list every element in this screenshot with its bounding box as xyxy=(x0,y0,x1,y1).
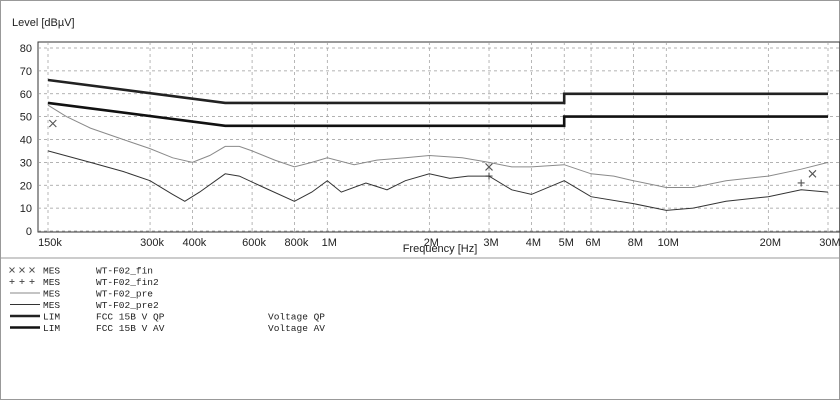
legend-symbol xyxy=(29,267,35,273)
legend-detector: MES xyxy=(43,266,60,277)
x-tick-label: 20M xyxy=(760,237,781,249)
x-tick-label: 3M xyxy=(483,237,498,249)
y-tick-label: 0 xyxy=(26,226,32,238)
y-tick-label: 40 xyxy=(20,135,32,147)
y-tick-label: 70 xyxy=(20,66,32,78)
legend-name: FCC 15B V QP xyxy=(96,312,165,323)
legend-detector: MES xyxy=(43,289,60,300)
legend-symbol xyxy=(9,279,15,284)
legend-name: WT-F02_fin2 xyxy=(96,277,159,288)
trace-line xyxy=(47,150,829,211)
x-tick-label: 4M xyxy=(526,237,541,249)
legend-description: Voltage QP xyxy=(268,312,325,323)
y-tick-label: 60 xyxy=(20,89,32,101)
y-axis-label: Level [dBµV] xyxy=(12,17,75,29)
legend-detector: LIM xyxy=(43,323,60,334)
y-tick-label: 20 xyxy=(20,180,32,192)
x-tick-label: 1M xyxy=(322,237,337,249)
legend-name: WT-F02_pre xyxy=(96,289,153,300)
legend-detector: MES xyxy=(43,277,60,288)
legend-name: FCC 15B V AV xyxy=(96,323,165,334)
x-tick-label: 6M xyxy=(585,237,600,249)
x-tick-label: 800k xyxy=(285,237,309,249)
legend-detector: MES xyxy=(43,300,60,311)
trace-line xyxy=(47,104,829,188)
x-tick-label: 600k xyxy=(242,237,266,249)
marker xyxy=(48,119,57,128)
plot-frame xyxy=(37,41,840,233)
x-tick-label: 8M xyxy=(628,237,643,249)
legend-symbol xyxy=(29,279,35,284)
x-tick-label: 150k xyxy=(38,237,62,249)
legend-detector: LIM xyxy=(43,312,60,323)
y-tick-label: 30 xyxy=(20,157,32,169)
x-tick-label: 5M xyxy=(559,237,574,249)
y-tick-label: 80 xyxy=(20,43,32,55)
legend-description: Voltage AV xyxy=(268,323,325,334)
legend-symbol xyxy=(9,267,15,273)
x-tick-label: 300k xyxy=(140,237,164,249)
legend-symbol xyxy=(19,267,25,273)
y-tick-label: 10 xyxy=(20,203,32,215)
x-tick-label: 10M xyxy=(658,237,679,249)
x-tick-label: 2M xyxy=(424,237,439,249)
marker xyxy=(485,163,493,171)
x-axis-label: Frequency [Hz] xyxy=(403,243,478,255)
marker xyxy=(808,169,817,178)
limit-line xyxy=(47,101,828,128)
legend-name: WT-F02_fin xyxy=(96,266,153,277)
marker xyxy=(797,179,805,187)
legend-symbol xyxy=(19,279,25,284)
limit-line xyxy=(47,78,828,105)
x-tick-label: 30M xyxy=(819,237,840,249)
legend-name: WT-F02_pre2 xyxy=(96,300,159,311)
x-tick-label: 400k xyxy=(182,237,206,249)
y-tick-label: 50 xyxy=(20,112,32,124)
